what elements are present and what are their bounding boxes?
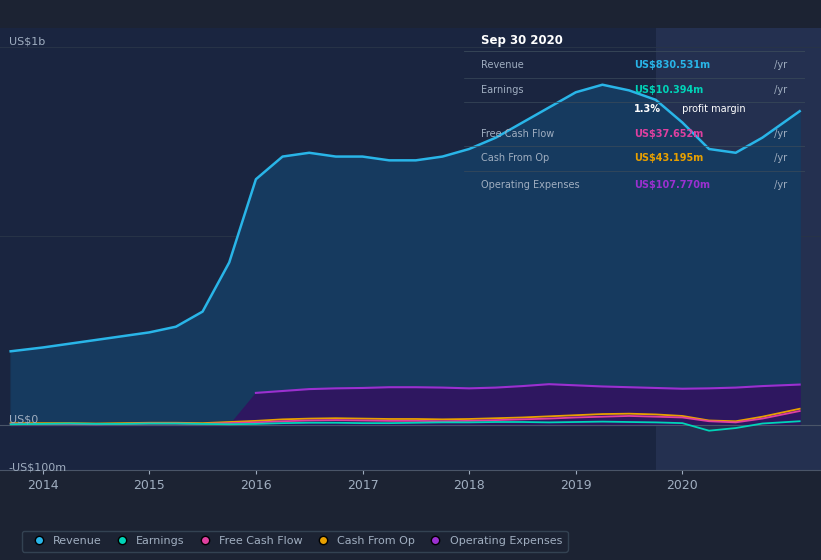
Text: US$43.195m: US$43.195m	[635, 153, 704, 164]
Text: Revenue: Revenue	[481, 60, 524, 70]
Text: profit margin: profit margin	[678, 104, 745, 114]
Text: Operating Expenses: Operating Expenses	[481, 180, 580, 190]
Text: US$10.394m: US$10.394m	[635, 85, 704, 95]
Bar	[656, 28, 821, 470]
Text: 1.3%: 1.3%	[635, 104, 661, 114]
Text: Earnings: Earnings	[481, 85, 524, 95]
Text: /yr: /yr	[770, 129, 787, 138]
Text: Cash From Op: Cash From Op	[481, 153, 549, 164]
Text: Sep 30 2020: Sep 30 2020	[481, 34, 562, 47]
Text: /yr: /yr	[770, 180, 787, 190]
Text: US$107.770m: US$107.770m	[635, 180, 710, 190]
Text: US$0: US$0	[8, 414, 38, 424]
Legend: Revenue, Earnings, Free Cash Flow, Cash From Op, Operating Expenses: Revenue, Earnings, Free Cash Flow, Cash …	[22, 530, 567, 552]
Text: US$37.652m: US$37.652m	[635, 129, 704, 138]
Text: /yr: /yr	[770, 153, 787, 164]
Text: Free Cash Flow: Free Cash Flow	[481, 129, 554, 138]
Text: US$830.531m: US$830.531m	[635, 60, 710, 70]
Text: -US$100m: -US$100m	[8, 463, 67, 473]
Text: /yr: /yr	[770, 85, 787, 95]
Text: US$1b: US$1b	[8, 37, 45, 47]
Text: /yr: /yr	[770, 60, 787, 70]
